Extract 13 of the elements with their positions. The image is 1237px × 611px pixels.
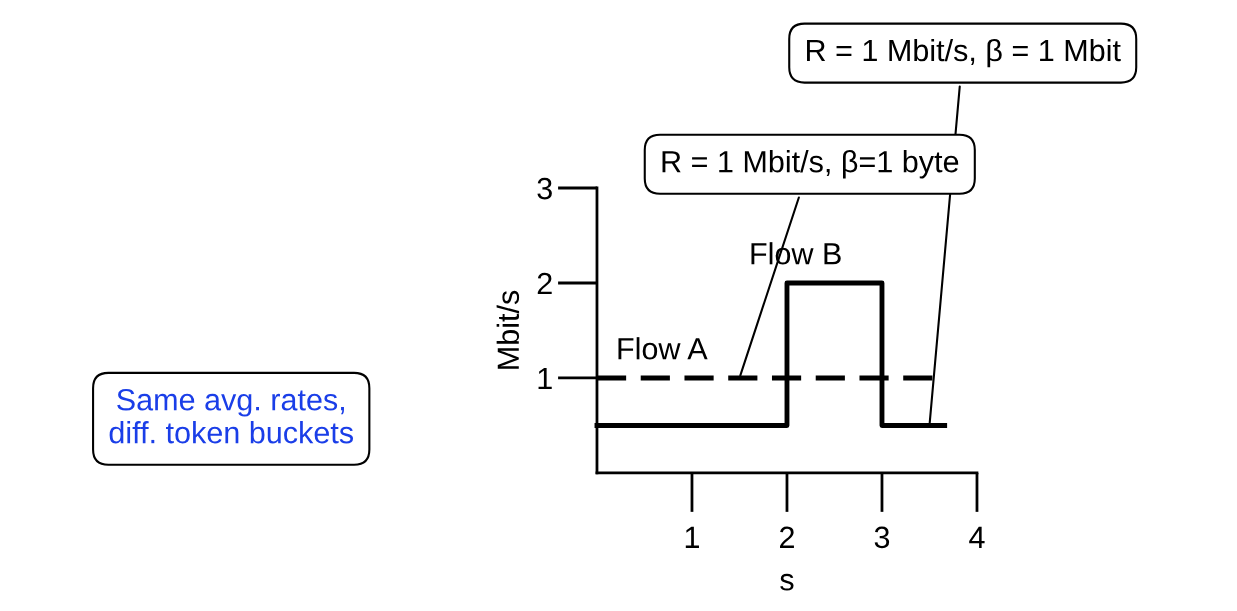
y-tick-label: 3	[537, 177, 552, 200]
x-tick-label: 4	[969, 526, 985, 548]
y-axis-title: Mbit/s	[496, 290, 520, 369]
x-tick-label: 1	[685, 526, 699, 548]
series-label: Flow A	[618, 337, 708, 360]
annotation: R = 1 Mbit/s, β = 1 Mbit	[807, 38, 1121, 68]
text: Same avg. rates, diff. token buckets	[109, 388, 353, 444]
annotation: R = 1 Mbit/s, β=1 byte	[662, 150, 959, 179]
y-tick-label: 1	[538, 368, 552, 390]
x-axis-title: s	[780, 573, 794, 591]
x-tick-label: 3	[874, 526, 890, 549]
x-tick-label: 2	[780, 526, 794, 548]
y-tick-label: 2	[537, 272, 552, 295]
